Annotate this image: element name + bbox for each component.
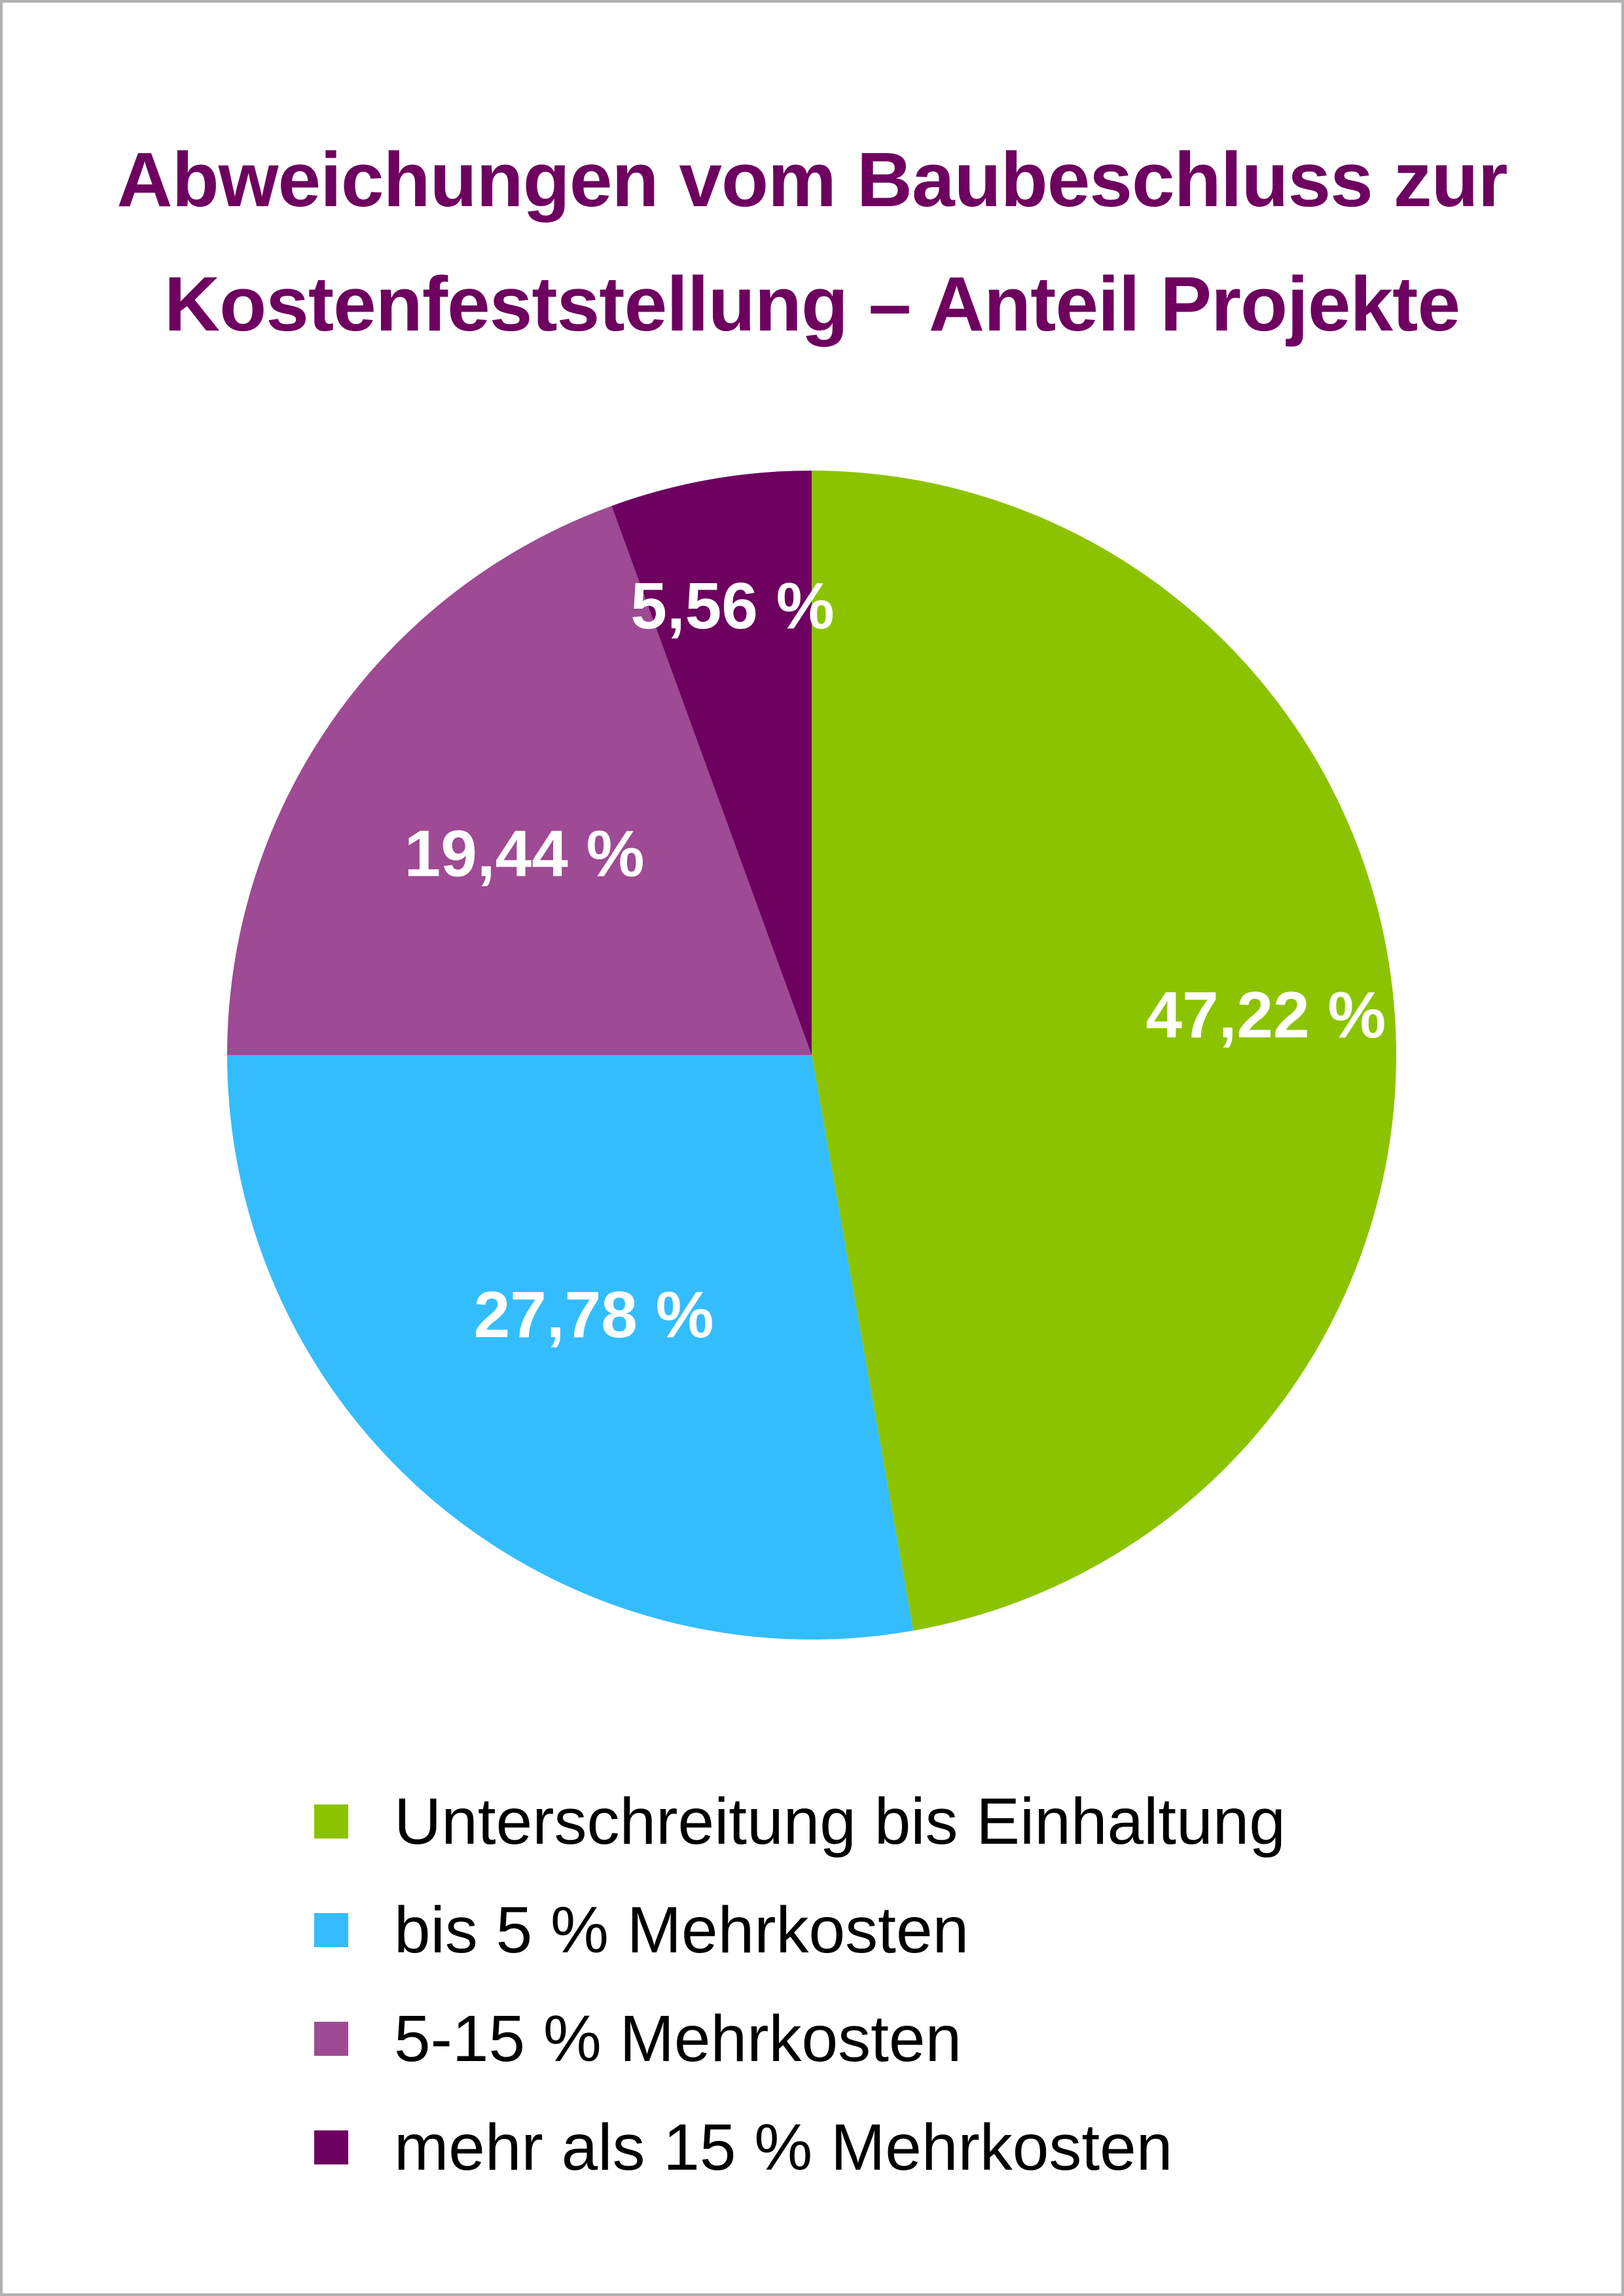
- pie-slice-bis-5: [227, 1055, 914, 1640]
- pie-slice-unterschreitung: [812, 471, 1396, 1631]
- pie-slice-5-15: [227, 505, 812, 1055]
- slice-label-mehr-als-15: 5,56 %: [630, 569, 834, 643]
- slice-label-5-15: 19,44 %: [405, 817, 645, 891]
- legend-item-mehr-als-15: mehr als 15 % Mehrkosten: [314, 2093, 1286, 2202]
- slice-label-unterschreitung: 47,22 %: [1146, 978, 1386, 1052]
- legend-swatch-5-15: [314, 2022, 348, 2056]
- chart-title-line-2: Kostenfeststellung – Anteil Projekte: [164, 261, 1460, 348]
- legend-label-unterschreitung: Unterschreitung bis Einhaltung: [394, 1784, 1286, 1858]
- legend-swatch-mehr-als-15: [314, 2130, 348, 2164]
- legend-swatch-unterschreitung: [314, 1804, 348, 1839]
- chart-legend: Unterschreitung bis Einhaltung bis 5 % M…: [314, 1767, 1286, 2202]
- chart-title: Abweichungen vom Baubeschluss zur Kosten…: [0, 118, 1624, 367]
- legend-item-unterschreitung: Unterschreitung bis Einhaltung: [314, 1767, 1286, 1876]
- legend-label-5-15: 5-15 % Mehrkosten: [394, 2001, 962, 2075]
- slice-label-bis-5: 27,78 %: [474, 1278, 714, 1352]
- legend-swatch-bis-5: [314, 1913, 348, 1947]
- legend-item-bis-5: bis 5 % Mehrkosten: [314, 1876, 1286, 1984]
- legend-label-bis-5: bis 5 % Mehrkosten: [394, 1893, 969, 1967]
- pie-slice-mehr-als-15: [611, 471, 812, 1055]
- chart-title-line-1: Abweichungen vom Baubeschluss zur: [117, 137, 1507, 223]
- legend-label-mehr-als-15: mehr als 15 % Mehrkosten: [394, 2110, 1173, 2184]
- legend-item-5-15: 5-15 % Mehrkosten: [314, 1984, 1286, 2093]
